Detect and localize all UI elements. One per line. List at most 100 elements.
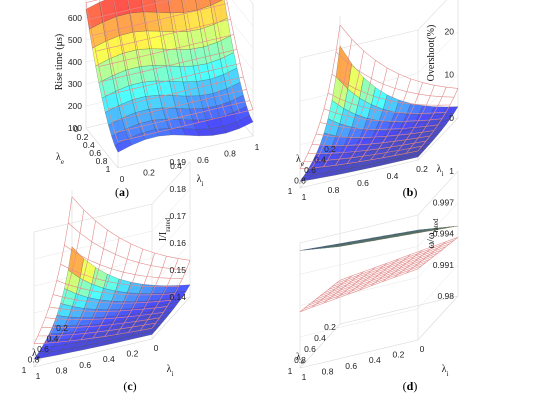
z-tick-label: 0.18: [169, 184, 186, 194]
x-tick-label: 0.6: [304, 344, 316, 354]
wire-line: [139, 258, 179, 331]
panel-label-d: (d): [403, 379, 418, 393]
wire-line: [41, 317, 160, 329]
z-gridline: [299, 0, 447, 59]
x-tick-label: 0.2: [324, 322, 336, 332]
z-tick-label: 300: [68, 79, 82, 89]
x-axis-label: λe: [296, 154, 304, 168]
ticks-a: 10020030040050060070010.80.60.40.2000.20…: [68, 0, 260, 184]
wire-line: [198, 0, 227, 117]
y-axis-label: λi: [437, 164, 444, 178]
wire-line: [33, 327, 153, 345]
wire-line: [382, 82, 423, 158]
x-axis-label: λe: [32, 348, 40, 362]
y-axis-label: λi: [197, 174, 204, 188]
y-tick-label: 1: [302, 372, 307, 382]
y-tick-label: 0.4: [103, 354, 115, 364]
wire-line: [311, 135, 431, 146]
surface-d: [299, 225, 459, 251]
wire-line: [370, 78, 412, 160]
axis-labels-a: Rise time (μs) λe λi: [54, 34, 203, 188]
z-tick-label: 0.19: [169, 157, 186, 167]
y-tick-label: 0.8: [322, 366, 334, 376]
wire-line: [394, 85, 435, 156]
x-axis-label: λe: [56, 152, 64, 166]
x-tick-label: 0.6: [89, 148, 101, 158]
wire-line: [128, 256, 167, 333]
z-gridline: [33, 161, 191, 233]
y-tick-label: 0.6: [357, 178, 369, 188]
y-tick-label: 1: [36, 371, 41, 381]
x-tick-label: 0.8: [294, 355, 306, 365]
surface-cell: [210, 0, 228, 25]
z-axis-label-sub: rated: [164, 217, 172, 231]
z-tick-label: 200: [68, 101, 82, 111]
z-axis-label: ω/ωrated: [426, 218, 440, 248]
z-tick-label: 0.16: [169, 238, 186, 248]
wire-line: [92, 243, 132, 339]
z-gridline: [299, 233, 459, 306]
y-tick-label: 0.8: [224, 148, 236, 158]
wireframe-d: [299, 237, 459, 313]
wire-line: [92, 3, 228, 36]
y-tick-label: 0.2: [416, 164, 428, 174]
x-axis-label: λe: [296, 352, 304, 366]
z-tick-label: 10: [445, 70, 455, 80]
panel-a: 10020030040050060070010.80.60.40.2000.20…: [54, 0, 260, 199]
wire-line: [89, 0, 172, 20]
x-tick-label: 1: [288, 186, 293, 196]
panel-d: 0.980.9910.9940.99710.20.40.60.8110.80.6…: [288, 166, 459, 393]
surface-cell: [154, 0, 171, 14]
x-tick-label: 0.4: [314, 333, 326, 343]
wire-line: [299, 268, 419, 313]
wireframe-c: [33, 196, 191, 345]
wire-line: [303, 265, 423, 309]
y-axis-label: λi: [442, 364, 449, 378]
x-tick-label: 0.8: [28, 355, 40, 365]
z-axis-label-sub: rated: [432, 218, 440, 232]
z-tick-label: 0.14: [169, 292, 186, 302]
wire-line: [394, 245, 435, 278]
wire-line: [37, 322, 156, 337]
wire-line: [307, 140, 427, 154]
y-tick-label: 0.6: [79, 360, 91, 370]
wire-line: [116, 252, 155, 335]
y-tick-label: 0.6: [345, 361, 357, 371]
x-tick-label: 0.6: [37, 344, 49, 354]
y-tick-label: 0.2: [392, 350, 404, 360]
panel-label-a: (a): [115, 185, 129, 199]
surface-cell: [141, 0, 157, 13]
wire-line: [151, 260, 191, 329]
z-tick-label: 0.17: [169, 211, 186, 221]
wire-line: [184, 0, 213, 120]
x-tick-label: 1: [22, 365, 27, 375]
wire-line: [104, 248, 144, 337]
z-tick-label: 20: [445, 26, 455, 36]
x-tick-label: 0.2: [324, 144, 336, 154]
surface-cell: [99, 0, 117, 23]
y-tick-label: 0.4: [369, 355, 381, 365]
wire-line: [315, 130, 435, 138]
x-tick-label: 0.2: [76, 132, 88, 142]
y-tick-label: 0: [154, 343, 159, 353]
surface-c: [33, 246, 191, 360]
surface-cell: [195, 0, 211, 11]
z-tick-label: 0.991: [433, 260, 455, 270]
surface-cell: [127, 0, 144, 14]
wireframe-a: [85, 0, 254, 142]
z-tick-label: 0: [449, 113, 454, 123]
x-tick-label: 0.4: [314, 155, 326, 165]
axis-labels-b: Overshoot(%) λe λi: [296, 25, 443, 178]
wire-line: [405, 87, 447, 154]
surface-cell: [139, 329, 157, 338]
z-tick-label: 0.15: [169, 265, 186, 275]
y-tick-label: 0: [420, 344, 425, 354]
wire-line: [417, 237, 459, 270]
y-tick-label: 0.2: [143, 168, 155, 178]
surface-cell: [405, 152, 423, 160]
wire-line: [101, 49, 238, 82]
x-tick-label: 1: [106, 164, 111, 174]
panel-c: 0.140.150.160.170.180.190.20.40.60.8110.…: [22, 157, 191, 393]
